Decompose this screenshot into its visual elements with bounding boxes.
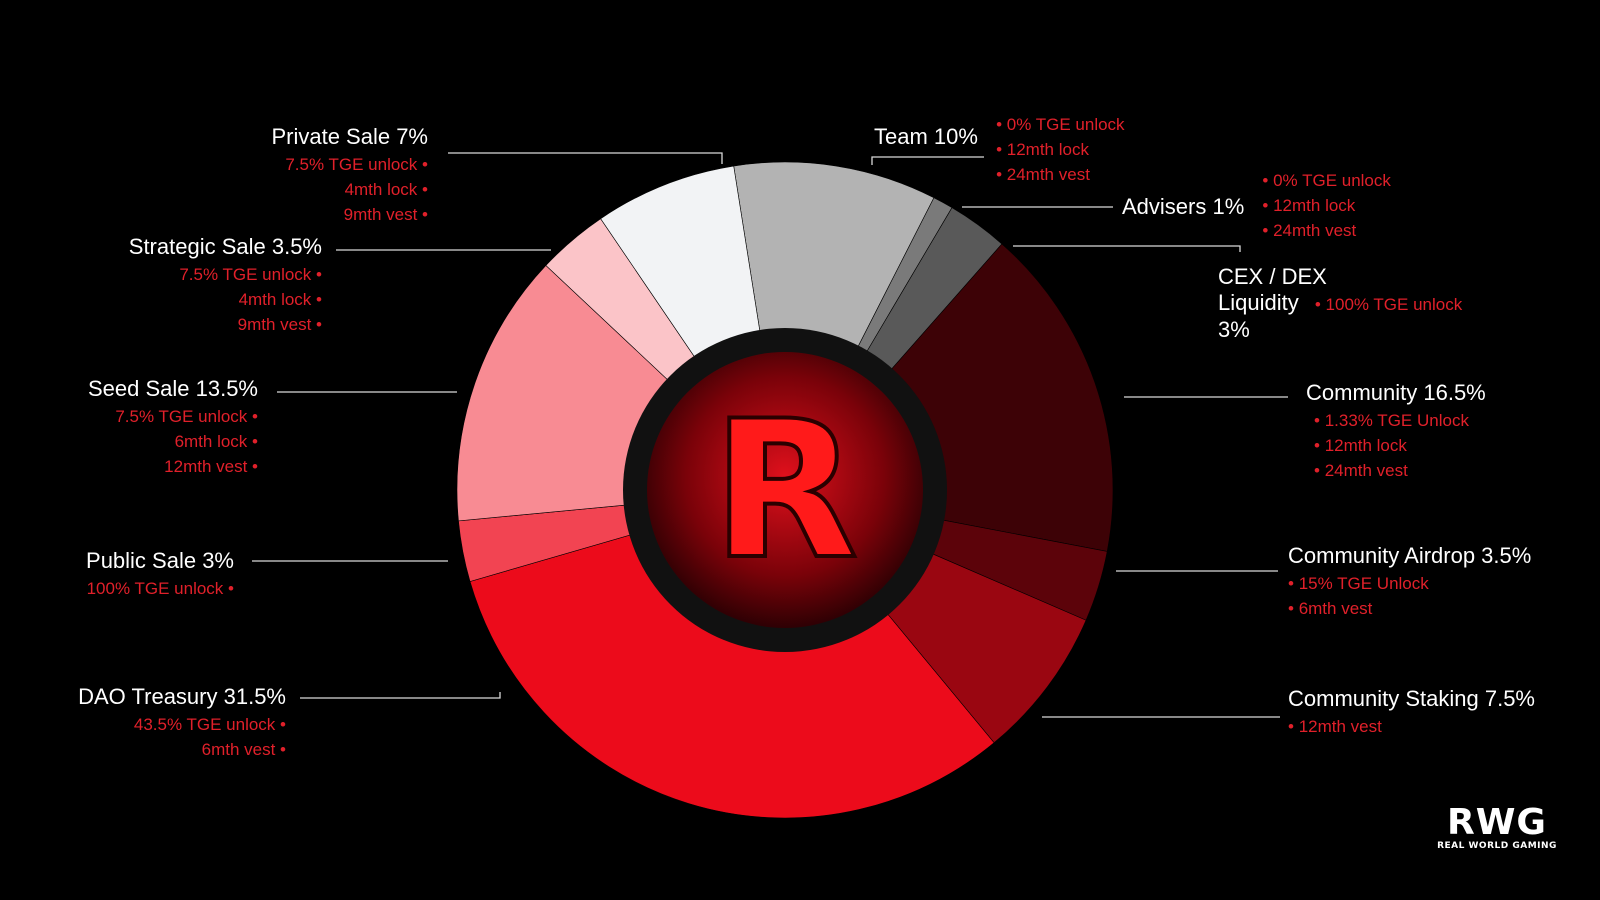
leader-line <box>871 156 984 165</box>
label-advisers: Advisers 1% • 0% TGE unlock • 12mth lock… <box>1122 171 1391 243</box>
slice-note: 7.5% TGE unlock • <box>285 155 428 174</box>
slice-title-line: CEX / DEX <box>1218 264 1327 289</box>
label-community: Community 16.5% • 1.33% TGE Unlock • 12m… <box>1306 380 1486 483</box>
rwg-logo: RWG REAL WORLD GAMING <box>1437 805 1557 853</box>
slice-note: • 24mth vest <box>1262 221 1357 240</box>
label-dao-treasury: DAO Treasury 31.5% 43.5% TGE unlock • 6m… <box>78 684 286 762</box>
slice-title-line: 3% <box>1218 317 1250 342</box>
leader-line <box>1013 245 1241 252</box>
slice-title: Community 16.5% <box>1306 380 1486 405</box>
slice-notes: 100% TGE unlock • <box>86 576 234 601</box>
slice-note: • 12mth lock <box>1314 436 1407 455</box>
slice-notes: • 15% TGE Unlock • 6mth vest <box>1288 571 1531 621</box>
label-community-airdrop: Community Airdrop 3.5% • 15% TGE Unlock … <box>1288 543 1531 621</box>
slice-note: • 0% TGE unlock <box>996 115 1125 134</box>
label-strategic-sale: Strategic Sale 3.5% 7.5% TGE unlock • 4m… <box>129 234 322 337</box>
slice-notes: 7.5% TGE unlock • 6mth lock • 12mth vest… <box>88 404 258 479</box>
slice-title: Public Sale 3% <box>86 548 234 573</box>
slice-note: • 6mth vest <box>1288 599 1373 618</box>
slice-note: 4mth lock • <box>344 180 428 199</box>
slice-note: 100% TGE unlock • <box>86 579 234 598</box>
slice-note: 4mth lock • <box>238 290 322 309</box>
slice-note: 7.5% TGE unlock • <box>179 265 322 284</box>
slice-title: Community Staking 7.5% <box>1288 686 1535 711</box>
slice-title: DAO Treasury 31.5% <box>78 684 286 709</box>
slice-notes: • 12mth vest <box>1288 714 1535 739</box>
center-coin <box>647 352 923 628</box>
label-seed-sale: Seed Sale 13.5% 7.5% TGE unlock • 6mth l… <box>88 376 258 479</box>
slice-note: • 12mth vest <box>1288 717 1382 736</box>
slice-note: 7.5% TGE unlock • <box>115 407 258 426</box>
slice-note: • 12mth lock <box>1262 196 1356 215</box>
slice-title: Private Sale 7% <box>271 124 428 149</box>
slice-notes: 43.5% TGE unlock • 6mth vest • <box>78 712 286 762</box>
slice-note: • 1.33% TGE Unlock <box>1314 411 1469 430</box>
slice-note: • 12mth lock <box>996 140 1089 159</box>
slice-title: Team 10% <box>874 124 978 149</box>
slice-note: 6mth lock • <box>174 432 258 451</box>
leader-line <box>448 152 723 164</box>
center-r-icon: R <box>712 380 858 601</box>
slice-note: 9mth vest • <box>343 205 428 224</box>
slice-notes: • 1.33% TGE Unlock • 12mth lock • 24mth … <box>1314 408 1486 483</box>
slice-title: Community Airdrop 3.5% <box>1288 543 1532 568</box>
label-team: Team 10% • 0% TGE unlock • 12mth lock • … <box>874 115 1125 187</box>
label-public-sale: Public Sale 3% 100% TGE unlock • <box>86 548 234 601</box>
slice-title-line: Liquidity • 100% TGE unlock <box>1218 290 1463 315</box>
slice-note: • 0% TGE unlock <box>1262 171 1391 190</box>
slice-note: 9mth vest • <box>237 315 322 334</box>
label-cex-dex-liquidity: CEX / DEX Liquidity • 100% TGE unlock 3% <box>1218 264 1462 343</box>
slice-title: Seed Sale 13.5% <box>87 376 258 401</box>
slice-note: • 100% TGE unlock <box>1314 295 1463 314</box>
label-private-sale: Private Sale 7% 7.5% TGE unlock • 4mth l… <box>271 124 428 227</box>
slice-title: Advisers 1% <box>1122 194 1245 219</box>
slice-notes: • 0% TGE unlock • 12mth lock • 24mth ves… <box>996 112 1124 187</box>
leader-line <box>300 692 501 699</box>
logo-subtext: REAL WORLD GAMING <box>1437 841 1557 851</box>
slice-notes: • 0% TGE unlock • 12mth lock • 24mth ves… <box>1262 168 1390 243</box>
slice-notes: 7.5% TGE unlock • 4mth lock • 9mth vest … <box>129 262 322 337</box>
slice-note: 6mth vest • <box>201 740 286 759</box>
logo-text: RWG <box>1447 802 1547 843</box>
slice-note: 12mth vest • <box>164 457 258 476</box>
slice-note: • 24mth vest <box>1314 461 1408 480</box>
label-community-staking: Community Staking 7.5% • 12mth vest <box>1288 686 1535 739</box>
slice-note: • 24mth vest <box>996 165 1090 184</box>
slice-note: 43.5% TGE unlock • <box>133 715 286 734</box>
slice-notes: 7.5% TGE unlock • 4mth lock • 9mth vest … <box>271 152 428 227</box>
slice-note: • 15% TGE Unlock <box>1288 574 1429 593</box>
slice-title: Strategic Sale 3.5% <box>128 234 322 259</box>
